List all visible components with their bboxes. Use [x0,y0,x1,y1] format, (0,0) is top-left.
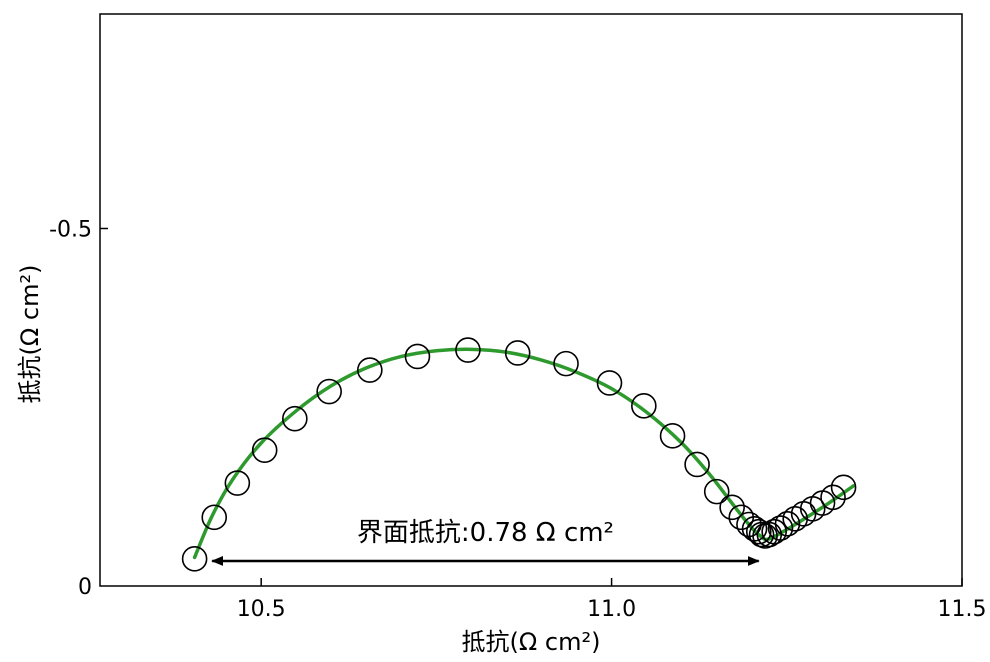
data-point [761,518,787,545]
data-point [404,343,431,370]
data-point [316,378,342,405]
data-point [684,451,710,478]
data-point [820,484,846,511]
fit-curve [192,347,856,560]
y-tick-label: -0.5 [49,218,92,243]
data-point [357,357,383,383]
interface-resistance-label: 界面抵抗:0.78 Ω cm² [357,518,614,548]
data-point [745,518,772,545]
data-point [703,478,730,505]
data-point [659,423,686,449]
plot-frame [99,13,963,587]
data-point [774,510,801,537]
data-point [767,515,794,541]
x-tick-label: 11.5 [938,597,987,622]
y-axis-label: 抵抗(Ω cm²) [16,265,44,404]
data-point [282,405,308,432]
x-tick-label: 10.5 [237,597,286,622]
data-point [719,494,745,521]
data-point [553,350,579,377]
data-point [181,546,208,572]
data-markers-layer [181,337,857,572]
x-tick-label: 11.0 [587,597,636,622]
data-point [596,370,623,396]
data-point [631,393,657,419]
data-point [224,470,251,496]
axis-ticks: 10.5 11.0 11.5 0 -0.5 [49,218,986,623]
data-point [251,437,278,463]
data-point [455,337,481,363]
data-point [504,340,531,366]
data-point [830,474,857,501]
data-point [201,504,228,531]
x-axis-label: 抵抗(Ω cm²) [462,628,601,656]
data-point [748,521,775,548]
fit-curve-layer [192,347,856,560]
annotation-layer: 界面抵抗:0.78 Ω cm² [211,518,760,566]
y-tick-label: 0 [78,575,92,600]
